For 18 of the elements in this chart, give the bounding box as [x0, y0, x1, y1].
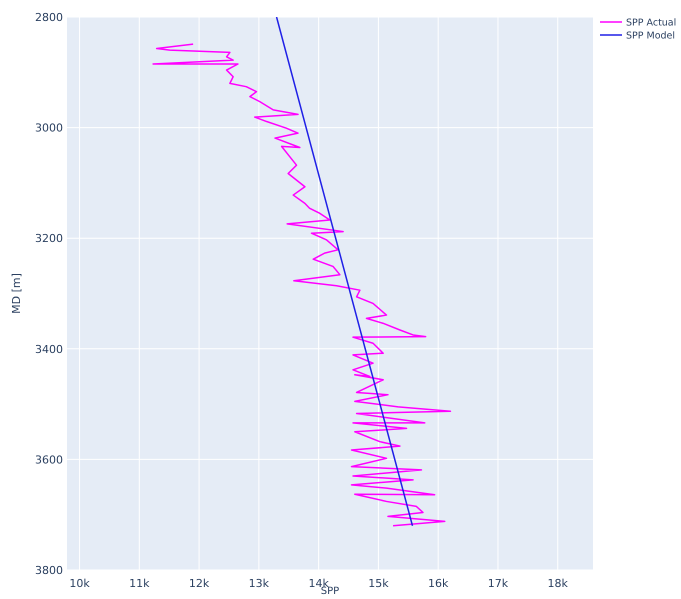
x-tick-label: 15k	[368, 577, 390, 590]
x-tick-label: 10k	[69, 577, 90, 590]
line-series	[152, 43, 452, 527]
y-tick-label: 2800	[35, 11, 63, 24]
x-tick-label: 16k	[428, 577, 449, 590]
y-tick-label: 3000	[35, 122, 63, 135]
y-tick-label: 3800	[35, 564, 63, 577]
y-tick-label: 3600	[35, 453, 63, 466]
x-tick-label: 13k	[248, 577, 270, 590]
legend-label: SPP Actual	[626, 18, 676, 28]
x-tick-label: 18k	[548, 577, 569, 590]
legend-label: SPP Model	[626, 30, 676, 42]
y-tick-label: 3400	[35, 342, 63, 356]
x-tick-label: 11k	[129, 577, 150, 590]
y-tick-label: 3200	[35, 232, 63, 246]
y-axis-title: MD [m]	[10, 273, 23, 314]
x-tick-label: 17k	[488, 577, 509, 590]
x-tick-label: 12k	[188, 577, 210, 590]
